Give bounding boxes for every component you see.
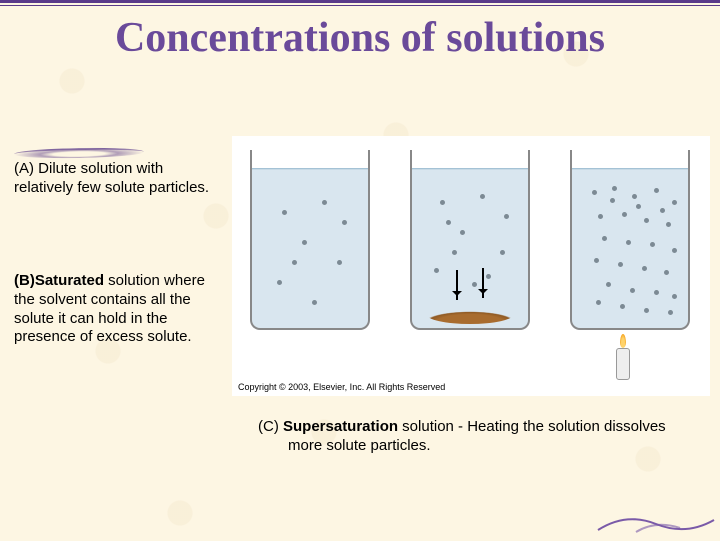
solute-particle xyxy=(292,260,297,265)
solute-particle xyxy=(630,288,635,293)
solute-particle xyxy=(460,230,465,235)
solute-particle xyxy=(282,210,287,215)
solute-particle xyxy=(618,262,623,267)
item-b-lead: (B) xyxy=(14,272,35,289)
item-c-lead: (C) xyxy=(258,418,279,435)
solute-particle xyxy=(596,300,601,305)
solute-particle xyxy=(644,218,649,223)
solute-particle xyxy=(302,240,307,245)
beaker-dilute xyxy=(250,150,370,330)
item-c-strong: Supersaturation xyxy=(279,418,398,435)
solute-particle xyxy=(664,270,669,275)
solute-particle xyxy=(446,220,451,225)
solute-particle xyxy=(277,280,282,285)
solute-particle xyxy=(666,222,671,227)
candle-icon xyxy=(612,338,634,380)
solute-particle xyxy=(668,310,673,315)
solute-particle xyxy=(650,242,655,247)
figure-copyright: Copyright © 2003, Elsevier, Inc. All Rig… xyxy=(238,382,445,392)
solute-particle xyxy=(598,214,603,219)
solute-particle xyxy=(660,208,665,213)
solute-particle xyxy=(337,260,342,265)
item-c: (C) Supersaturation solution - Heating t… xyxy=(258,418,698,456)
solute-particle xyxy=(672,200,677,205)
solute-particle xyxy=(592,190,597,195)
solute-particle xyxy=(620,304,625,309)
solute-particle xyxy=(322,200,327,205)
solute-particle xyxy=(312,300,317,305)
solute-particle xyxy=(342,220,347,225)
beaker-supersaturated xyxy=(570,150,690,330)
top-rule xyxy=(0,0,720,6)
accent-underline-a xyxy=(14,147,144,159)
solute-particle xyxy=(594,258,599,263)
solute-particle xyxy=(500,250,505,255)
solute-particle xyxy=(672,248,677,253)
beaker-saturated xyxy=(410,150,530,330)
item-a-lead: (A) xyxy=(14,160,34,177)
page-title: Concentrations of solutions xyxy=(0,14,720,62)
accent-corner-swirl xyxy=(596,510,716,536)
solute-particle xyxy=(606,282,611,287)
solute-particle xyxy=(632,194,637,199)
item-a-text: Dilute solution with relatively few solu… xyxy=(14,160,209,196)
solute-particle xyxy=(602,236,607,241)
solute-particle xyxy=(622,212,627,217)
item-a: (A) Dilute solution with relatively few … xyxy=(14,160,214,198)
solute-particle xyxy=(452,250,457,255)
down-arrow-icon xyxy=(456,270,458,300)
solute-particle xyxy=(480,194,485,199)
solute-particle xyxy=(504,214,509,219)
solute-particle xyxy=(434,268,439,273)
solute-particle xyxy=(626,240,631,245)
solute-particle xyxy=(472,282,477,287)
solute-particle xyxy=(654,188,659,193)
solute-particle xyxy=(672,294,677,299)
item-b: (B)Saturated solution where the solvent … xyxy=(14,272,214,347)
solute-particle xyxy=(654,290,659,295)
solute-particle xyxy=(642,266,647,271)
sediment xyxy=(426,304,514,324)
solute-particle xyxy=(636,204,641,209)
solute-particle xyxy=(486,274,491,279)
item-b-strong: Saturated xyxy=(35,272,104,289)
solute-particle xyxy=(610,198,615,203)
down-arrow-icon xyxy=(482,268,484,298)
solute-particle xyxy=(644,308,649,313)
solute-particle xyxy=(440,200,445,205)
solute-particle xyxy=(612,186,617,191)
figure-panel: Copyright © 2003, Elsevier, Inc. All Rig… xyxy=(232,136,710,396)
